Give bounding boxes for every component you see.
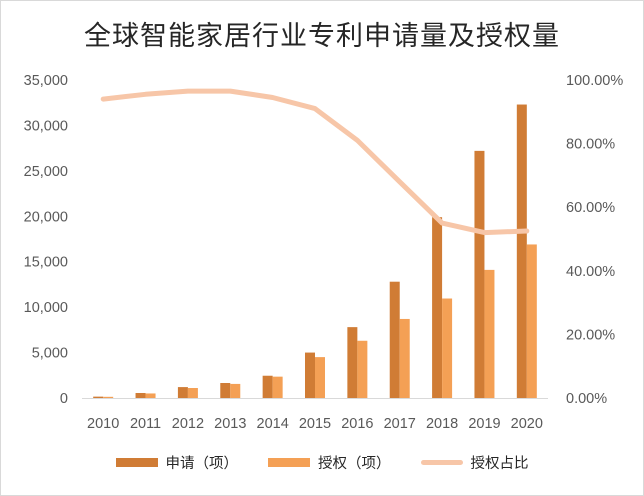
bar-grant <box>526 244 537 398</box>
bar-grant <box>315 357 325 398</box>
legend-item-grant: 授权（项） <box>268 452 391 473</box>
x-tick-label: 2014 <box>257 416 289 432</box>
y-left-tick-label: 30,000 <box>24 118 68 134</box>
bar-grant <box>272 376 283 398</box>
y-left-tick-label: 0 <box>60 391 68 407</box>
bar-apply <box>93 396 104 398</box>
legend-label-apply: 申请（项） <box>165 456 239 472</box>
bar-apply <box>177 387 188 398</box>
bar-apply <box>305 352 315 398</box>
legend-item-apply: 申请（项） <box>115 452 239 473</box>
x-tick-label: 2018 <box>426 416 458 432</box>
bar-grant <box>442 298 453 398</box>
legend-swatch-grant <box>268 458 310 467</box>
x-tick-label: 2013 <box>214 416 246 432</box>
y-left-tick-label: 35,000 <box>24 73 68 89</box>
legend-swatch-apply <box>115 458 158 467</box>
y-left-tick-label: 20,000 <box>24 209 68 225</box>
y-right-tick-label: 80.00% <box>566 137 615 153</box>
bar-grant <box>187 388 198 398</box>
bar-apply <box>220 383 231 398</box>
y-left-tick-label: 5,000 <box>32 346 68 362</box>
x-tick-label: 2019 <box>468 416 500 432</box>
bar-apply <box>135 393 146 398</box>
x-tick-label: 2020 <box>511 416 543 432</box>
x-tick-label: 2015 <box>299 416 331 432</box>
bar-grant <box>103 396 114 398</box>
legend-label-grant: 授权（项） <box>318 456 391 472</box>
ratio-line <box>100 88 530 236</box>
bar-apply <box>262 375 273 398</box>
y-right-tick-label: 40.00% <box>566 264 615 280</box>
bar-apply <box>347 327 358 398</box>
x-tick-label: 2016 <box>341 416 373 432</box>
bar-apply <box>516 104 527 398</box>
bar-grant <box>145 393 156 398</box>
bar-apply <box>474 150 485 398</box>
y-right-tick-label: 20.00% <box>566 327 615 343</box>
y-left-tick-label: 10,000 <box>24 300 68 316</box>
legend-label-ratio: 授权占比 <box>470 456 529 472</box>
chart-legend: 申请（项） 授权（项） 授权占比 <box>0 452 644 473</box>
bar-grant <box>230 383 241 398</box>
y-right-tick-label: 60.00% <box>566 200 615 216</box>
bar-apply <box>432 217 443 398</box>
bar-grant <box>484 269 495 398</box>
bar-grant <box>399 318 410 398</box>
x-tick-label: 2010 <box>87 416 119 432</box>
y-right-tick-label: 0.00% <box>566 391 607 407</box>
bar-grant <box>357 340 368 398</box>
x-tick-label: 2012 <box>172 416 204 432</box>
legend-swatch-ratio <box>420 460 463 465</box>
bar-apply <box>389 281 400 398</box>
x-tick-label: 2017 <box>384 416 416 432</box>
y-left-tick-label: 15,000 <box>24 255 68 271</box>
chart-title: 全球智能家居行业专利申请量及授权量 <box>84 21 560 52</box>
y-right-tick-label: 100.00% <box>566 73 623 89</box>
legend-item-ratio: 授权占比 <box>420 452 529 473</box>
x-tick-label: 2011 <box>130 416 161 432</box>
y-left-tick-label: 25,000 <box>24 164 68 180</box>
